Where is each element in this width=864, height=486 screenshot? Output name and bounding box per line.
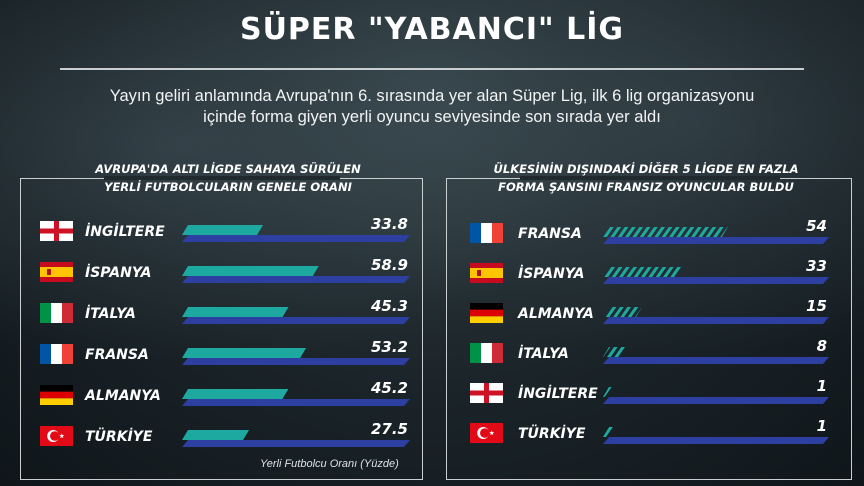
bar-track <box>182 399 410 406</box>
bar-row-1: FRANSA 54 <box>470 217 829 244</box>
bar-value-fill <box>603 347 627 357</box>
bar-value-fill <box>603 267 682 277</box>
page-subtitle: Yayın geliri anlamında Avrupa'nın 6. sır… <box>40 86 824 128</box>
bar-value-fill <box>603 427 613 437</box>
bar-track <box>603 317 829 324</box>
x-axis-footnote: Yerli Futbolcu Oranı (Yüzde) <box>260 458 399 470</box>
bar-row-6: TÜRKİYE 1 <box>470 417 829 444</box>
left-frame-gap <box>104 176 340 180</box>
bar-category-label: ALMANYA <box>517 306 594 322</box>
bar-row-4: İTALYA 8 <box>470 337 829 364</box>
bar-track <box>603 237 829 244</box>
bar-category-label: ALMANYA <box>84 388 161 404</box>
bar-value-fill <box>182 307 289 317</box>
left-chart-title-line-1: AVRUPA'DA ALTI LİGDE SAHAYA SÜRÜLEN <box>95 162 361 176</box>
bar-category-label: FRANSA <box>85 347 149 363</box>
bar-category-label: İNGİLTERE <box>85 223 165 240</box>
bar-value-label: 1 <box>817 377 827 395</box>
bar-track <box>182 235 410 242</box>
subtitle-line-1: Yayın geliri anlamında Avrupa'nın 6. sır… <box>109 87 755 105</box>
bar-category-label: İTALYA <box>85 305 136 322</box>
bar-value-fill <box>182 389 289 399</box>
bar-value-label: 58.9 <box>371 256 408 274</box>
bar-value-label: 45.2 <box>370 379 408 397</box>
left-chart-title-line-2: YERLİ FUTBOLCULARIN GENELE ORANI <box>104 180 352 194</box>
bar-value-fill <box>182 225 264 235</box>
bar-row-5: ALMANYA 45.2 <box>40 379 410 406</box>
bar-value-label: 27.5 <box>371 420 408 438</box>
flag-england-icon <box>40 221 73 241</box>
flag-france-icon <box>470 223 503 243</box>
bar-value-label: 33.8 <box>371 215 408 233</box>
bar-row-4: FRANSA 53.2 <box>40 338 410 365</box>
flag-spain-icon <box>470 263 503 283</box>
flag-france-icon <box>40 344 73 364</box>
bar-category-label: İTALYA <box>518 345 569 362</box>
bar-value-label: 8 <box>817 337 827 355</box>
left-chart-title: AVRUPA'DA ALTI LİGDE SAHAYA SÜRÜLEN YERL… <box>48 160 408 196</box>
subtitle-line-2: içinde forma giyen yerli oyuncu seviyesi… <box>203 108 661 126</box>
bar-track <box>603 397 829 404</box>
bar-category-label: TÜRKİYE <box>85 427 153 445</box>
right-chart-title: ÜLKESİNİN DIŞINDAKİ DİĞER 5 LİGDE EN FAZ… <box>466 160 826 196</box>
bar-category-label: FRANSA <box>518 226 582 242</box>
bar-track <box>182 440 410 447</box>
bar-category-label: İNGİLTERE <box>518 385 598 402</box>
bar-track <box>182 317 410 324</box>
bar-value-label: 33 <box>806 257 827 275</box>
bar-value-fill <box>603 387 613 397</box>
flag-england-icon <box>470 383 503 403</box>
bar-track <box>603 357 829 364</box>
flag-turkey-icon <box>40 426 73 446</box>
flag-germany-icon <box>470 303 503 323</box>
left-bar-chart: İNGİLTERE 33.8 İSPANYA 58.9 İTALYA 45.3 FRANSA… <box>40 215 410 447</box>
bar-track <box>603 437 829 444</box>
flag-italy-icon <box>470 343 503 363</box>
bar-value-label: 53.2 <box>371 338 408 356</box>
bar-track <box>182 276 410 283</box>
bar-track <box>603 277 829 284</box>
bar-value-fill <box>603 227 728 237</box>
right-frame-gap <box>520 176 780 180</box>
bar-track <box>182 358 410 365</box>
bar-category-label: İSPANYA <box>518 265 584 282</box>
bar-value-label: 1 <box>817 417 827 435</box>
flag-italy-icon <box>40 303 73 323</box>
bar-value-fill <box>603 307 642 317</box>
flag-germany-icon <box>40 385 73 405</box>
bar-value-fill <box>182 266 319 276</box>
bar-value-label: 54 <box>806 217 827 235</box>
right-chart-title-line-2: FORMA ŞANSINI FRANSIZ OYUNCULAR BULDU <box>498 180 794 194</box>
bar-row-6: TÜRKİYE 27.5 <box>40 420 410 447</box>
bar-row-3: ALMANYA 15 <box>470 297 829 324</box>
bar-row-1: İNGİLTERE 33.8 <box>40 215 410 242</box>
flag-turkey-icon <box>470 423 503 443</box>
bar-value-label: 45.3 <box>370 297 408 315</box>
right-bar-chart: FRANSA 54 İSPANYA 33 ALMANYA 15 İTALYA 8 İNGİLTE… <box>470 217 829 444</box>
bar-category-label: TÜRKİYE <box>518 424 586 442</box>
bar-value-label: 15 <box>806 297 827 315</box>
bar-row-2: İSPANYA 58.9 <box>40 256 410 283</box>
bar-row-3: İTALYA 45.3 <box>40 297 410 324</box>
bar-row-2: İSPANYA 33 <box>470 257 829 284</box>
page-title: SÜPER "YABANCI" LİG <box>239 12 625 47</box>
flag-spain-icon <box>40 262 73 282</box>
bar-row-5: İNGİLTERE 1 <box>470 377 829 404</box>
title-divider <box>60 68 804 70</box>
bar-value-fill <box>182 348 307 358</box>
bar-category-label: İSPANYA <box>85 264 151 281</box>
bar-value-fill <box>182 430 250 440</box>
right-chart-title-line-1: ÜLKESİNİN DIŞINDAKİ DİĞER 5 LİGDE EN FAZ… <box>493 162 799 176</box>
